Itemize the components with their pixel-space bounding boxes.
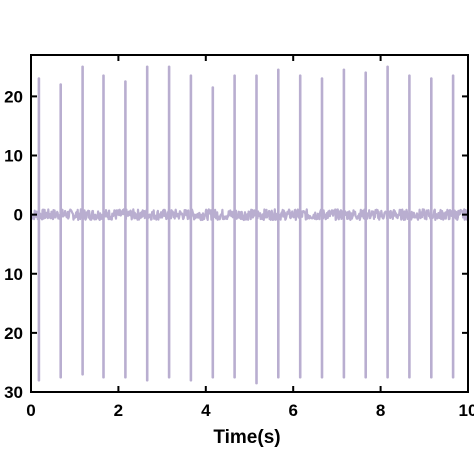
x-tick-label: 6 xyxy=(288,401,297,420)
x-axis-title: Time(s) xyxy=(213,427,280,448)
x-tick-label: 0 xyxy=(26,401,35,420)
y-tick-label: 0 xyxy=(14,206,23,225)
plot-layer xyxy=(30,65,469,385)
x-tick-label: 8 xyxy=(376,401,385,420)
x-tick-label: 10 xyxy=(459,401,474,420)
y-tick-label: 20 xyxy=(4,87,23,106)
y-tick-label: 30 xyxy=(4,383,23,402)
plot-frame xyxy=(30,54,469,393)
y-tick-label: 10 xyxy=(4,265,23,284)
y-tick-label: 10 xyxy=(4,147,23,166)
y-tick-label: 20 xyxy=(4,324,23,343)
ticks-layer: 0 2 4 6 8 10 20 10 0 10 20 30 xyxy=(4,55,474,420)
x-tick-label: 4 xyxy=(201,401,211,420)
series-baseline-trace xyxy=(30,208,469,222)
x-tick-label: 2 xyxy=(114,401,123,420)
